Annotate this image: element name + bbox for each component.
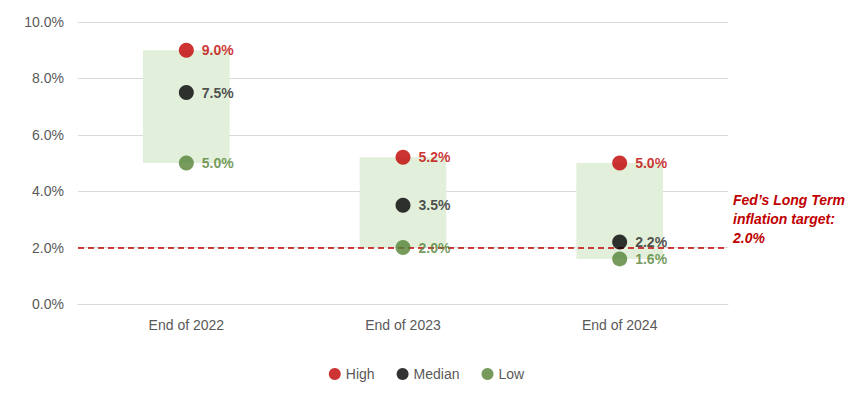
svg-text:5.0%: 5.0% [202, 155, 234, 171]
svg-text:0.0%: 0.0% [32, 296, 64, 312]
svg-text:1.6%: 1.6% [635, 251, 667, 267]
svg-text:End of 2022: End of 2022 [149, 317, 225, 333]
svg-text:6.0%: 6.0% [32, 127, 64, 143]
svg-text:3.5%: 3.5% [419, 197, 451, 213]
svg-text:End of 2024: End of 2024 [582, 317, 658, 333]
svg-text:Low: Low [499, 366, 526, 382]
svg-text:Median: Median [414, 366, 460, 382]
svg-text:9.0%: 9.0% [202, 42, 234, 58]
svg-text:2.0%: 2.0% [32, 240, 64, 256]
svg-text:Fed’s Long Term: Fed’s Long Term [733, 192, 845, 208]
svg-text:8.0%: 8.0% [32, 70, 64, 86]
svg-text:10.0%: 10.0% [24, 14, 64, 30]
svg-text:7.5%: 7.5% [202, 85, 234, 101]
svg-text:High: High [346, 366, 375, 382]
svg-text:5.0%: 5.0% [635, 155, 667, 171]
svg-text:2.0%: 2.0% [732, 230, 765, 246]
svg-text:2.2%: 2.2% [635, 234, 667, 250]
svg-text:inflation target:: inflation target: [733, 211, 835, 227]
svg-text:5.2%: 5.2% [419, 149, 451, 165]
svg-text:2.0%: 2.0% [419, 240, 451, 256]
svg-text:End of 2023: End of 2023 [365, 317, 441, 333]
svg-text:4.0%: 4.0% [32, 183, 64, 199]
